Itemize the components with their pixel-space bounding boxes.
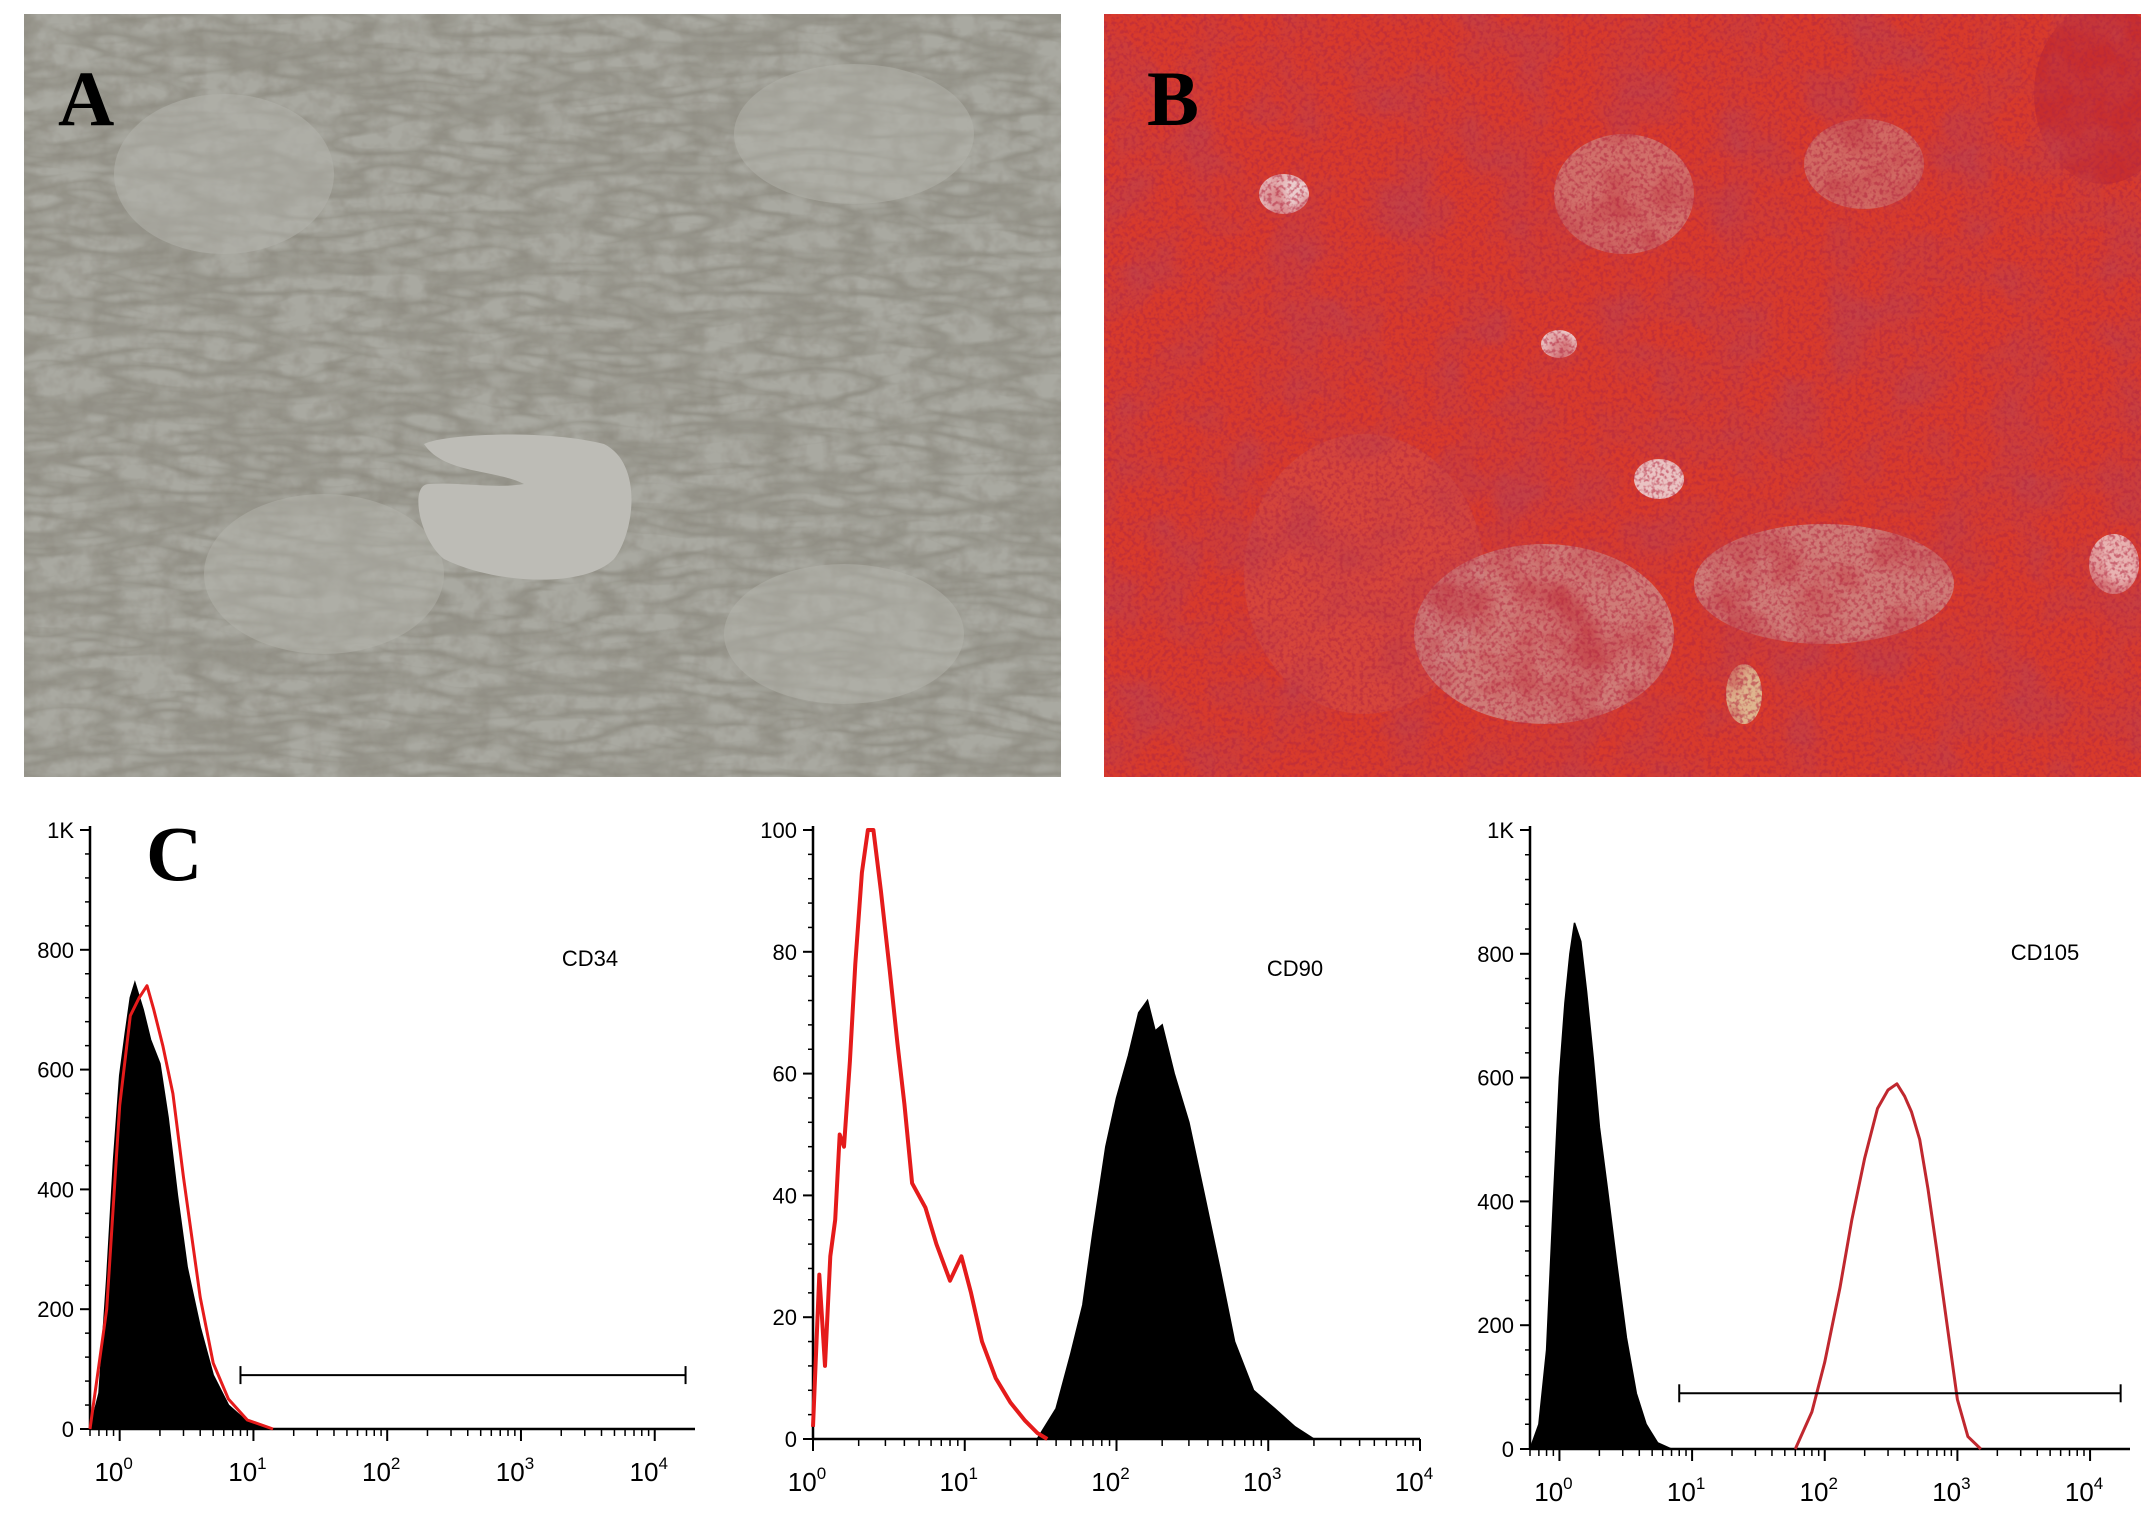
clear-region <box>204 494 444 654</box>
histogram-cd105-svg: 0 200 400 600 800 1K 100 101 102 103 104 CD105 <box>1477 818 2130 1507</box>
y-tick-label: 60 <box>773 1062 797 1087</box>
x-tick-label: 102 <box>1800 1474 1838 1507</box>
marker-label: CD34 <box>562 946 618 971</box>
y-tick-label: 0 <box>1502 1437 1514 1462</box>
panel-label-a: A <box>58 55 115 142</box>
y-tick-label: 20 <box>773 1305 797 1330</box>
y-tick-label: 1K <box>1487 818 1514 843</box>
panel-label-c: C <box>146 810 203 897</box>
micrograph-a: A <box>24 14 1061 777</box>
histogram-cd105: 0 200 400 600 800 1K 100 101 102 103 104 CD105 <box>1440 800 2151 1518</box>
marker-label: CD105 <box>2011 940 2079 965</box>
y-tick-label: 400 <box>37 1177 74 1202</box>
histogram-filled <box>89 980 274 1430</box>
histogram-filled <box>1528 922 1672 1450</box>
histogram-cd90: 0 20 40 60 80 100 100 101 102 103 104 CD90 <box>720 800 1440 1518</box>
y-tick-label: 600 <box>37 1058 74 1083</box>
x-tick-label: 101 <box>1667 1474 1705 1507</box>
x-tick-label: 100 <box>94 1454 132 1487</box>
histogram-outline <box>1793 1082 1982 1451</box>
x-tick-label: 100 <box>1534 1474 1572 1507</box>
y-tick-label: 800 <box>37 938 74 963</box>
x-tick-label: 104 <box>1395 1464 1433 1497</box>
phase-contrast-image <box>24 14 1061 777</box>
y-tick-label: 200 <box>37 1297 74 1322</box>
y-tick-label: 80 <box>773 940 797 965</box>
histogram-cd90-svg: 0 20 40 60 80 100 100 101 102 103 104 CD90 <box>760 818 1433 1497</box>
clear-region <box>734 64 974 204</box>
y-tick-label: 600 <box>1477 1066 1514 1091</box>
histogram-cd34-svg: 0 200 400 600 800 1K 100 101 102 103 104 CD34 <box>37 818 695 1487</box>
marker-label: CD90 <box>1267 956 1323 981</box>
bare-patch <box>418 434 632 580</box>
histogram-filled <box>1035 998 1317 1440</box>
histogram-outline <box>811 828 1049 1441</box>
histogram-cd34: 0 200 400 600 800 1K 100 101 102 103 104 CD34 <box>0 800 720 1518</box>
panel-label-b: B <box>1147 55 1200 142</box>
x-tick-label: 104 <box>630 1454 668 1487</box>
y-tick-label: 40 <box>773 1183 797 1208</box>
x-tick-label: 101 <box>940 1464 978 1497</box>
x-tick-label: 103 <box>1243 1464 1281 1497</box>
x-tick-label: 104 <box>2065 1474 2103 1507</box>
micrograph-b: B <box>1104 14 2141 777</box>
y-tick-label: 0 <box>62 1417 74 1442</box>
x-tick-label: 103 <box>1932 1474 1970 1507</box>
x-tick-label: 100 <box>788 1464 826 1497</box>
histogram-outline <box>88 984 274 1431</box>
y-tick-label: 400 <box>1477 1189 1514 1214</box>
stain-speckle <box>1104 14 2141 777</box>
y-tick-label: 200 <box>1477 1313 1514 1338</box>
x-tick-label: 101 <box>228 1454 266 1487</box>
x-tick-label: 102 <box>1091 1464 1129 1497</box>
alizarin-stained-image <box>1104 14 2141 777</box>
x-tick-label: 102 <box>362 1454 400 1487</box>
clear-region <box>724 564 964 704</box>
clear-region <box>114 94 334 254</box>
y-tick-label: 1K <box>47 818 74 843</box>
y-tick-label: 100 <box>760 818 797 843</box>
y-tick-label: 800 <box>1477 942 1514 967</box>
x-tick-label: 103 <box>496 1454 534 1487</box>
y-tick-label: 0 <box>785 1427 797 1452</box>
